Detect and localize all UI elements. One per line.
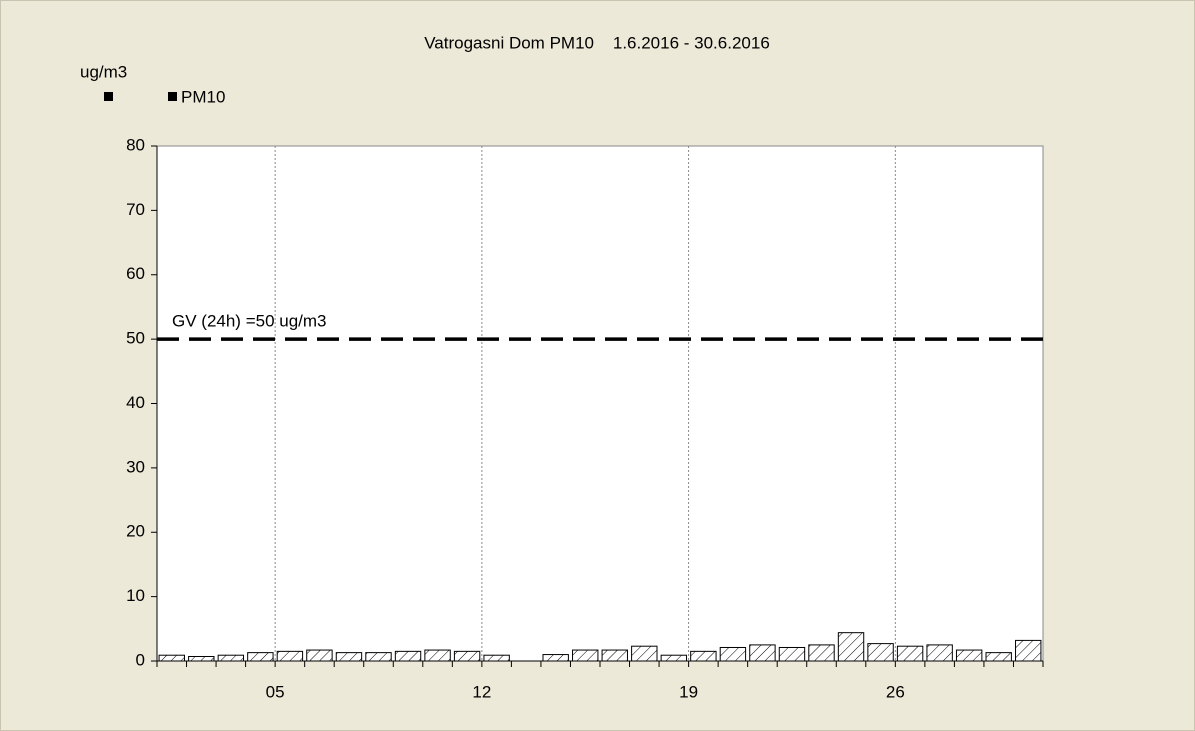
bar	[542, 654, 569, 662]
bar	[690, 650, 717, 662]
bar	[601, 649, 628, 662]
bar	[985, 652, 1012, 662]
bar	[158, 654, 185, 662]
legend-marker	[168, 92, 177, 101]
bar	[926, 644, 953, 662]
y-tick-label: 70	[126, 200, 145, 219]
y-tick-label: 10	[126, 586, 145, 605]
bar	[749, 644, 776, 662]
bar	[808, 644, 835, 662]
y-axis-label: ug/m3	[80, 62, 127, 81]
x-tick-label: 05	[266, 682, 285, 701]
bar	[631, 645, 658, 662]
x-tick-label: 26	[886, 682, 905, 701]
legend-marker	[104, 92, 113, 101]
bar	[335, 652, 363, 662]
bar	[955, 649, 983, 662]
y-tick-label: 20	[126, 522, 145, 541]
bar	[867, 643, 894, 662]
y-tick-label: 0	[136, 650, 145, 669]
bar	[247, 652, 274, 662]
bar	[896, 645, 924, 662]
legend-label: PM10	[181, 87, 225, 106]
bar	[572, 649, 599, 662]
bar	[394, 650, 422, 662]
y-tick-label: 50	[126, 329, 145, 348]
x-tick-label: 19	[679, 682, 698, 701]
bar	[306, 649, 333, 662]
bar	[719, 646, 747, 662]
y-tick-label: 40	[126, 393, 145, 412]
reference-label: GV (24h) =50 ug/m3	[172, 312, 327, 331]
y-tick-label: 30	[126, 457, 145, 476]
x-tick-label: 12	[472, 682, 491, 701]
chart-title: Vatrogasni Dom PM10 1.6.2016 - 30.6.2016	[424, 33, 770, 52]
bar	[365, 652, 392, 662]
bar	[483, 654, 510, 662]
bar	[1015, 639, 1042, 662]
bar	[276, 650, 304, 662]
bar	[188, 655, 215, 662]
bar	[453, 650, 481, 662]
bar	[660, 654, 688, 662]
y-tick-label: 60	[126, 264, 145, 283]
y-tick-label: 80	[126, 135, 145, 154]
bar	[217, 654, 245, 662]
bar	[778, 646, 806, 662]
plot-area	[156, 145, 1044, 662]
bar	[424, 649, 451, 662]
bar	[837, 632, 865, 662]
